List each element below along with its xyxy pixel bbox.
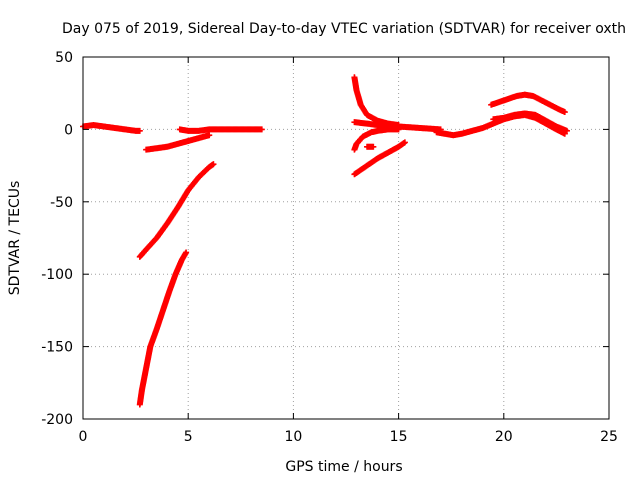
y-tick-label: 50 (55, 50, 73, 66)
data-point (136, 127, 143, 134)
data-point (561, 109, 568, 116)
series-arc-4 (136, 161, 217, 260)
data-point (395, 126, 402, 133)
x-tick-label: 10 (284, 429, 302, 445)
series-arc-13 (490, 110, 570, 134)
x-tick-label: 25 (600, 429, 618, 445)
y-tick-label: -50 (50, 195, 73, 211)
data-points (80, 74, 570, 408)
x-tick-label: 5 (184, 429, 193, 445)
plot-frame (82, 56, 610, 420)
x-tick-label: 0 (79, 429, 88, 445)
series-arc-2 (143, 132, 213, 153)
series-arc-8 (351, 126, 402, 153)
series-arc-9 (364, 143, 377, 150)
chart-title: Day 075 of 2019, Sidereal Day-to-day VTE… (62, 21, 626, 37)
data-point (210, 161, 217, 168)
axis-ticks: 0 5 10 15 20 25 50 0 -50 -100 -150 -200 (41, 50, 618, 445)
y-tick-label: -150 (41, 340, 73, 356)
series-arc-5 (136, 249, 190, 408)
y-tick-label: 0 (64, 122, 73, 138)
data-point (401, 139, 408, 146)
data-point (563, 127, 570, 134)
x-tick-label: 15 (390, 429, 408, 445)
y-axis-label: SDTVAR / TECUs (7, 181, 23, 296)
x-tick-label: 20 (495, 429, 513, 445)
y-tick-label: -200 (41, 412, 73, 428)
series-arc-1 (80, 122, 143, 134)
series-arc-3 (176, 126, 265, 134)
series-arc-10 (351, 139, 408, 178)
data-point (183, 249, 190, 256)
x-axis-label: GPS time / hours (285, 459, 402, 475)
series-arc-12 (488, 91, 568, 116)
data-point (206, 132, 213, 139)
y-tick-label: -100 (41, 267, 73, 283)
data-point (258, 126, 265, 133)
data-point (370, 143, 377, 150)
